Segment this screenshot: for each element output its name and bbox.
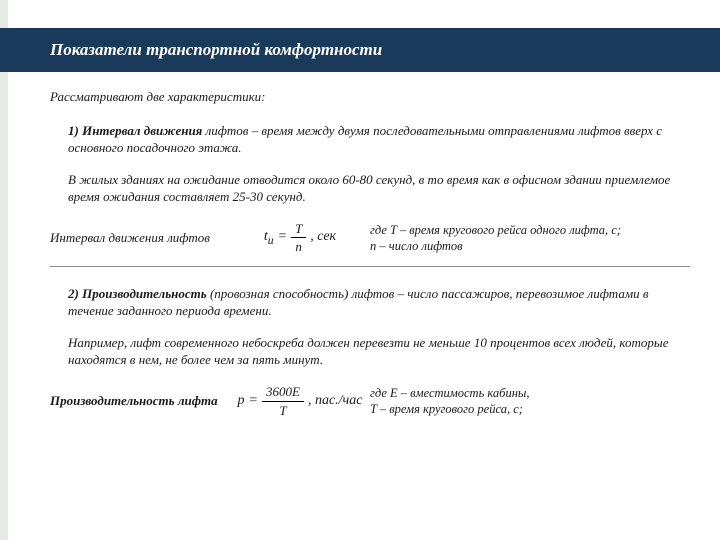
f2-den: T [262,402,304,420]
f1-den: n [291,238,306,256]
note-2: Например, лифт современного небоскреба д… [50,334,690,369]
item-1-label: 1) Интервал движения [68,123,206,138]
page-title: Показатели транспортной комфортности [50,40,382,60]
formula-2-desc: где E – вместимость кабины, T – время кр… [370,385,530,418]
f1-unit: , сек [310,228,336,247]
intro-text: Рассматривают две характеристики: [50,88,690,106]
item-2: 2) Производительность (провозная способн… [50,285,690,320]
slide: Показатели транспортной комфортности Рас… [0,0,720,540]
item-1: 1) Интервал движения лифтов – время межд… [50,122,690,157]
left-accent-bar [0,0,8,540]
f2-lhs: p [238,392,245,411]
divider [50,266,690,267]
formula-2-label: Производительность лифта [50,392,230,410]
f2-desc-line2: T – время кругового рейса, с; [370,401,530,417]
formula-1-expression: tu = T n , сек [230,220,370,256]
f1-desc-line2: n – число лифтов [370,238,621,254]
formula-1-desc: где T – время кругового рейса одного лиф… [370,222,621,255]
formula-2-row: Производительность лифта p = 3600E T , п… [50,383,690,419]
content-area: Рассматривают две характеристики: 1) Инт… [50,88,690,427]
title-band: Показатели транспортной комфортности [0,28,720,72]
item-2-label: 2) Производительность [68,286,210,301]
f2-desc-line1: где E – вместимость кабины, [370,385,530,401]
f1-sub: u [268,233,274,246]
f2-num: 3600E [262,383,304,402]
note-1: В жилых зданиях на ожидание отводится ок… [50,171,690,206]
formula-1-row: Интервал движения лифтов tu = T n , сек … [50,220,690,256]
formula-1-label: Интервал движения лифтов [50,229,230,247]
f1-num: T [291,220,306,239]
formula-2-expression: p = 3600E T , пас./час [230,383,370,419]
f1-desc-line1: где T – время кругового рейса одного лиф… [370,222,621,238]
f2-unit: , пас./час [308,392,363,411]
